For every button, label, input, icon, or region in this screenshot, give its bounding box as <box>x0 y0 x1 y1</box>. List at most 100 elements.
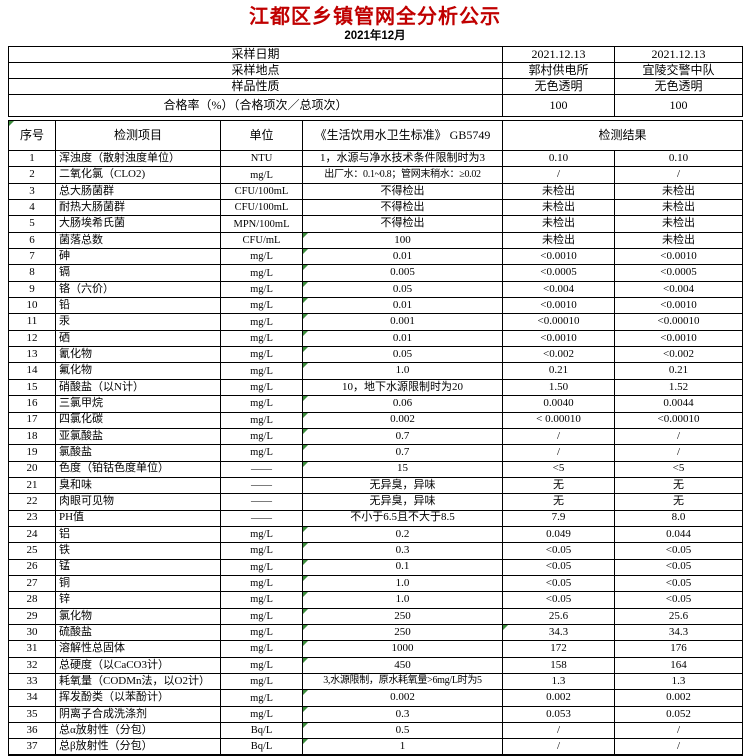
result-2: 25.6 <box>613 607 744 625</box>
result-2: <0.05 <box>613 542 744 560</box>
item-unit: Bq/L <box>220 722 303 740</box>
result-2: 未检出 <box>613 231 744 250</box>
excel-error-flag-icon <box>303 690 308 696</box>
result-1: 158 <box>502 656 615 675</box>
result-2: 未检出 <box>613 215 744 233</box>
item-name: 耐热大肠菌群 <box>55 199 221 217</box>
table-row: 26 锰 mg/L 0.1 <0.05 <0.05 <box>8 558 744 576</box>
standard-limit: 1000 <box>302 640 503 658</box>
result-1: <0.004 <box>502 280 615 299</box>
result-1: 未检出 <box>502 231 615 250</box>
row-index: 30 <box>8 623 56 642</box>
row-index: 12 <box>8 329 56 348</box>
standard-limit: 无异臭，异味 <box>302 493 503 511</box>
table-row: 37 总β放射性（分包） Bq/L 1// <box>8 738 744 756</box>
excel-error-flag-icon <box>303 739 308 745</box>
row-index: 26 <box>8 558 56 576</box>
item-unit: Bq/L <box>220 738 303 756</box>
info-label: 样品性质 <box>8 78 503 95</box>
result-2: / <box>613 444 744 462</box>
row-index: 5 <box>8 215 56 233</box>
excel-error-flag-icon <box>303 314 308 320</box>
standard-limit: 不得检出 <box>302 182 503 201</box>
item-name: 亚氯酸盐 <box>55 427 221 446</box>
result-1: 无 <box>502 493 615 511</box>
result-2: 0.10 <box>613 149 744 168</box>
excel-error-flag-icon <box>303 233 308 238</box>
page-subtitle: 2021年12月 <box>344 30 406 42</box>
item-unit: mg/L <box>220 166 303 184</box>
result-2: 0.21 <box>613 362 744 380</box>
result-2: 无 <box>613 493 744 511</box>
item-unit: mg/L <box>220 280 303 299</box>
result-1: 1.50 <box>502 378 615 397</box>
result-1: 0.049 <box>502 525 615 544</box>
row-index: 3 <box>8 182 56 201</box>
result-1: / <box>502 166 615 184</box>
result-1: 0.21 <box>502 362 615 380</box>
table-row: 4 耐热大肠菌群 CFU/100mL 不得检出 未检出 未检出 <box>8 199 744 217</box>
table-row: 32 总硬度（以CaCO3计） mg/L 450 158 164 <box>8 656 744 675</box>
item-unit: CFU/100mL <box>220 182 303 201</box>
item-unit: —— <box>220 493 303 511</box>
result-1: <0.00010 <box>502 313 615 331</box>
row-index: 14 <box>8 362 56 380</box>
item-name: 三氯甲烷 <box>55 395 221 413</box>
excel-error-flag-icon <box>303 298 308 304</box>
item-unit: mg/L <box>220 574 303 593</box>
item-unit: mg/L <box>220 346 303 364</box>
result-2: <0.0010 <box>613 329 744 348</box>
item-unit: mg/L <box>220 362 303 380</box>
page-title: 江都区乡镇管网全分析公示 <box>249 6 501 28</box>
item-unit: mg/L <box>220 427 303 446</box>
standard-limit: 0.002 <box>302 411 503 429</box>
row-index: 23 <box>8 509 56 527</box>
table-row: 36 总α放射性（分包） Bq/L 0.5// <box>8 722 744 740</box>
result-1: <0.0005 <box>502 264 615 282</box>
info-value-2: 100 <box>614 94 743 117</box>
result-2: <5 <box>613 460 744 478</box>
table-row: 31 溶解性总固体 mg/L 1000 172 176 <box>8 640 744 658</box>
standard-limit: 无异臭，异味 <box>302 476 503 495</box>
standard-limit: 0.3 <box>302 705 503 724</box>
result-2: 0.0044 <box>613 395 744 413</box>
result-1: <0.05 <box>502 558 615 576</box>
table-row: 30 硫酸盐 mg/L 250 34.3 34.3 <box>8 623 744 642</box>
info-row: 样品性质 无色透明 无色透明 <box>8 78 743 95</box>
item-unit: mg/L <box>220 411 303 429</box>
item-unit: mg/L <box>220 542 303 560</box>
result-1: 7.9 <box>502 509 615 527</box>
header-index: 序号 <box>8 120 56 151</box>
result-2: <0.0010 <box>613 248 744 266</box>
standard-limit: 1，水源与净水技术条件限制时为3 <box>302 149 503 168</box>
result-2: 8.0 <box>613 509 744 527</box>
item-name: 镉 <box>55 264 221 282</box>
row-index: 15 <box>8 378 56 397</box>
table-row: 28 锌 mg/L 1.0 <0.05 <0.05 <box>8 591 744 609</box>
table-row: 11 汞 mg/L 0.001 <0.00010 <0.00010 <box>8 313 744 331</box>
excel-error-flag-icon <box>303 576 308 581</box>
excel-error-flag-icon <box>303 658 308 663</box>
item-name: 硝酸盐（以N计） <box>55 378 221 397</box>
sampling-info-table: 采样日期 2021.12.13 2021.12.13 采样地点 郭村供电所 宜陵交警中队样… <box>8 46 743 117</box>
excel-error-flag-icon <box>503 625 508 630</box>
info-value-2: 2021.12.13 <box>614 46 743 63</box>
standard-limit: 450 <box>302 656 503 675</box>
item-name: 铅 <box>55 297 221 315</box>
row-index: 19 <box>8 444 56 462</box>
row-index: 32 <box>8 656 56 675</box>
item-name: 总α放射性（分包） <box>55 722 221 740</box>
result-1: <5 <box>502 460 615 478</box>
row-index: 31 <box>8 640 56 658</box>
item-name: 溶解性总固体 <box>55 640 221 658</box>
header-standard: 《生活饮用水卫生标准》 GB5749 <box>302 120 503 151</box>
standard-limit: 0.005 <box>302 264 503 282</box>
excel-error-flag-icon <box>303 527 308 532</box>
result-1: 0.10 <box>502 149 615 168</box>
item-unit: mg/L <box>220 689 303 707</box>
standard-limit: 0.05 <box>302 346 503 364</box>
item-name: 二氧化氯（CLO2) <box>55 166 221 184</box>
row-index: 18 <box>8 427 56 446</box>
table-row: 3 总大肠菌群 CFU/100mL 不得检出 未检出 未检出 <box>8 182 744 201</box>
result-2: <0.05 <box>613 574 744 593</box>
